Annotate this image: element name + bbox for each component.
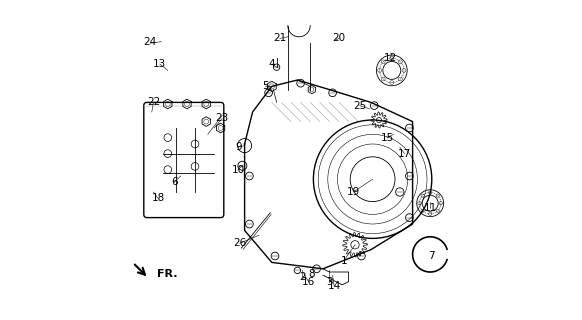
Text: 9: 9 [235,142,242,152]
Text: 16: 16 [302,276,315,287]
Text: 26: 26 [233,238,246,248]
Text: 1: 1 [340,256,347,266]
Text: 4: 4 [268,59,275,69]
Text: 3: 3 [326,276,333,287]
Text: FR.: FR. [157,268,177,279]
Text: 12: 12 [384,52,397,63]
Text: 7: 7 [428,251,435,261]
Text: 23: 23 [215,113,229,124]
Text: 17: 17 [398,148,411,159]
Text: 25: 25 [353,100,367,111]
Text: 15: 15 [381,132,393,143]
Text: 22: 22 [147,97,160,108]
Text: 20: 20 [332,33,346,44]
Text: 5: 5 [262,81,269,92]
Text: 2: 2 [299,272,306,282]
Text: 18: 18 [151,193,165,204]
Text: 14: 14 [328,281,341,292]
Text: 10: 10 [232,164,245,175]
Text: 6: 6 [171,177,178,188]
Text: 19: 19 [347,187,360,197]
Text: 13: 13 [153,59,166,69]
Text: 24: 24 [144,36,157,47]
Text: 11: 11 [424,203,437,213]
Text: 21: 21 [273,33,286,44]
Text: 8: 8 [308,268,315,279]
